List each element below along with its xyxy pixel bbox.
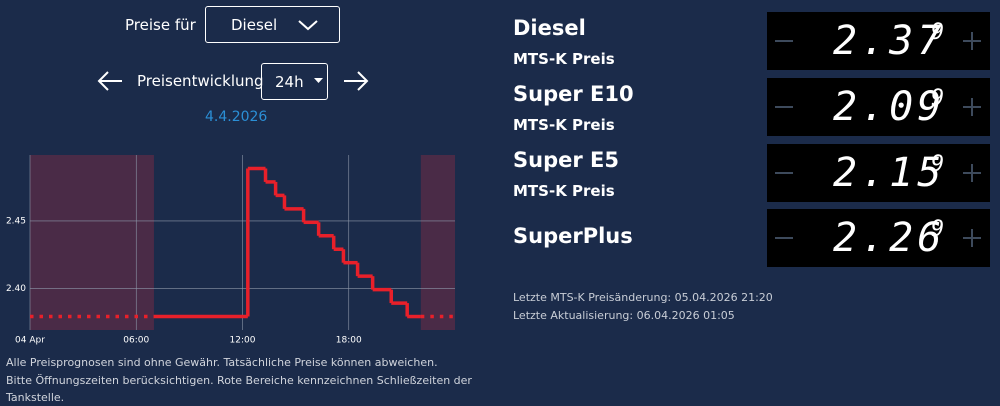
info: Letzte MTS-K Preisänderung: 05.04.2026 2… — [513, 291, 773, 304]
decrease-button[interactable] — [773, 162, 795, 184]
fuel-name: Diesel — [513, 16, 586, 40]
date: 4.4.2026 — [205, 109, 268, 125]
y-tick-label: 2.45 — [6, 216, 26, 226]
range-dropdown[interactable]: 24h — [261, 63, 328, 100]
caret — [314, 78, 323, 83]
price-display: 2.26 9 — [767, 209, 990, 267]
x-tick-label: 18:00 — [336, 336, 362, 346]
next-arrow[interactable] — [342, 70, 370, 92]
price-tenth: 9 — [931, 86, 945, 111]
price-display: 2.09 9 — [767, 78, 990, 136]
fuel-price-type: MTS-K Preis — [513, 116, 615, 134]
x-tick-label: 04 Apr — [15, 336, 45, 346]
price: 2.26 — [833, 215, 946, 261]
price: 2.15 — [833, 150, 946, 196]
fuel-price-type: MTS-K Preis — [513, 50, 615, 68]
fuel-price-type: MTS-K Preis — [513, 182, 615, 200]
range-dropdown-value: 24h — [275, 73, 304, 91]
price-tenth: 9 — [931, 20, 945, 45]
fuel-name: Super E10 — [513, 82, 634, 106]
closed-period — [30, 155, 154, 330]
price-tenth: 9 — [931, 217, 945, 242]
increase-button[interactable] — [961, 96, 983, 118]
info: Letzte Aktualisierung: 06.04.2026 01:05 — [513, 309, 735, 322]
note: Alle Preisprognosen sind ohne Gewähr. Ta… — [6, 356, 438, 369]
increase-button[interactable] — [961, 30, 983, 52]
note: Bitte Öffnungszeiten berücksichtigen. Ro… — [6, 374, 472, 387]
decrease-button[interactable] — [773, 30, 795, 52]
price-tenth: 9 — [931, 152, 945, 177]
fuel-dropdown[interactable]: Diesel — [205, 6, 340, 43]
x-tick-label: 06:00 — [123, 336, 149, 346]
price: 2.37 — [833, 18, 946, 64]
closed-period — [420, 155, 455, 330]
x-tick-label: 12:00 — [230, 336, 256, 346]
price: 2.09 — [833, 84, 946, 130]
fuel-name: Super E5 — [513, 148, 619, 172]
price-display: 2.37 9 — [767, 12, 990, 70]
fuel-name: SuperPlus — [513, 224, 633, 248]
chevron — [298, 20, 318, 31]
price-display: 2.15 9 — [767, 144, 990, 202]
fuel-label: Preise für — [125, 16, 196, 34]
decrease-button[interactable] — [773, 96, 795, 118]
y-tick-label: 2.40 — [6, 284, 26, 294]
fuel-dropdown-value: Diesel — [231, 16, 278, 34]
prev-arrow[interactable] — [96, 70, 124, 92]
chart-title: Preisentwicklung — [137, 72, 264, 90]
price-chart: 04 Apr 06:00 12:00 18:00 2.40 2.45 — [6, 155, 455, 346]
note: Tankstelle. — [6, 391, 65, 404]
increase-button[interactable] — [961, 162, 983, 184]
increase-button[interactable] — [961, 227, 983, 249]
decrease-button[interactable] — [773, 227, 795, 249]
